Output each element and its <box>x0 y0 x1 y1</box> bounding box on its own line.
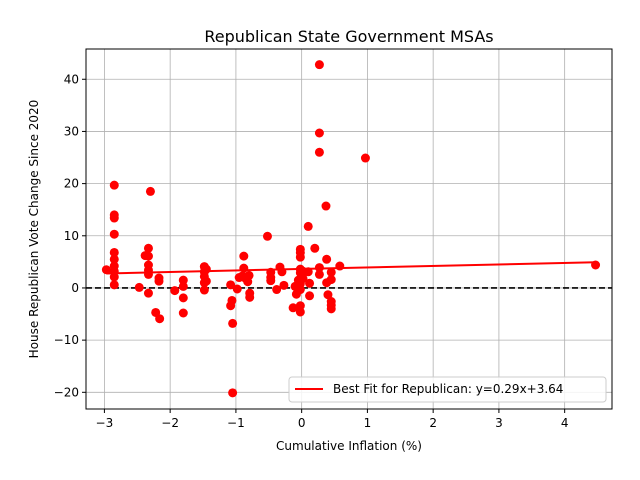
data-point <box>178 281 188 291</box>
data-point <box>303 221 313 231</box>
data-point <box>310 243 320 253</box>
data-point <box>228 388 238 398</box>
y-tick-label: 10 <box>64 229 79 243</box>
data-point <box>143 269 153 279</box>
data-point <box>326 304 336 314</box>
data-point <box>266 276 276 286</box>
x-tick-label: −1 <box>227 416 245 430</box>
data-point <box>143 288 153 298</box>
x-tick-label: 3 <box>495 416 503 430</box>
data-point <box>298 274 308 284</box>
y-tick-label: 40 <box>64 72 79 86</box>
data-point <box>143 243 153 253</box>
data-point <box>201 276 211 286</box>
data-point <box>143 251 153 261</box>
legend-label: Best Fit for Republican: y=0.29x+3.64 <box>333 382 563 396</box>
data-point <box>321 201 331 211</box>
data-point <box>360 153 370 163</box>
y-tick-label: −10 <box>54 333 79 347</box>
x-tick-label: 4 <box>561 416 569 430</box>
y-tick-label: 20 <box>64 177 79 191</box>
data-point <box>178 308 188 318</box>
fit-line-group <box>106 261 596 275</box>
data-point <box>314 60 324 70</box>
plot-area <box>86 49 612 409</box>
data-point <box>262 231 272 241</box>
data-point <box>326 267 336 277</box>
data-point <box>145 186 155 196</box>
y-axis-label: House Republican Vote Change Since 2020 <box>27 100 41 359</box>
data-points <box>101 60 601 398</box>
data-point <box>109 254 119 264</box>
data-point <box>272 285 282 295</box>
data-point <box>295 285 305 295</box>
x-tick-label: −2 <box>161 416 179 430</box>
data-point <box>326 275 336 285</box>
x-tick-label: 2 <box>429 416 437 430</box>
plot-frame <box>85 48 613 410</box>
data-point <box>154 276 164 286</box>
data-point <box>314 147 324 157</box>
data-point <box>109 272 119 282</box>
best-fit-line <box>106 261 596 275</box>
chart-title: Republican State Government MSAs <box>204 27 493 46</box>
data-point <box>170 286 180 296</box>
data-point <box>199 285 209 295</box>
data-point <box>314 269 324 279</box>
data-point <box>109 229 119 239</box>
x-tick-label: 1 <box>364 416 372 430</box>
data-point <box>109 280 119 290</box>
y-tick-label: −20 <box>54 385 79 399</box>
y-tick-label: 30 <box>64 124 79 138</box>
data-point <box>178 293 188 303</box>
data-point <box>226 280 236 290</box>
data-point <box>201 264 211 274</box>
data-point <box>335 261 345 271</box>
data-point <box>232 284 242 294</box>
x-axis-label: Cumulative Inflation (%) <box>276 439 422 453</box>
legend: Best Fit for Republican: y=0.29x+3.64 <box>288 376 607 403</box>
data-point <box>314 128 324 138</box>
data-point <box>295 301 305 311</box>
data-point <box>245 292 255 302</box>
x-axis-ticks: −3 −2 −1 0 1 2 3 4 <box>96 409 569 430</box>
data-point <box>109 213 119 223</box>
data-point <box>178 275 188 285</box>
data-point <box>288 303 298 313</box>
data-point <box>228 318 238 328</box>
data-point <box>109 247 119 257</box>
x-tick-label: 0 <box>298 416 306 430</box>
data-point <box>239 251 249 261</box>
data-point <box>227 295 237 305</box>
data-point <box>134 282 144 292</box>
data-point <box>244 270 254 280</box>
data-point <box>155 314 165 324</box>
y-axis-ticks: −20 −10 0 10 20 30 40 <box>54 72 86 399</box>
data-point <box>323 290 333 300</box>
data-point <box>295 252 305 262</box>
data-point <box>305 291 315 301</box>
legend-box <box>288 376 607 403</box>
data-point <box>295 307 305 317</box>
data-point <box>322 254 332 264</box>
x-tick-label: −3 <box>96 416 114 430</box>
y-tick-label: 0 <box>71 281 79 295</box>
data-point <box>101 265 111 275</box>
data-point <box>109 180 119 190</box>
data-point <box>279 280 289 290</box>
data-point <box>305 278 315 288</box>
